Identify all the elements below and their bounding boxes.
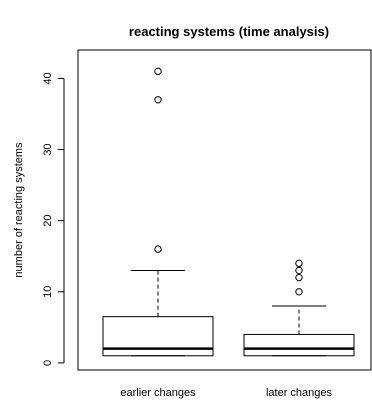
x-axis-labels: earlier changes later changes [120,387,332,399]
chart-title: reacting systems (time analysis) [129,24,329,39]
outlier-point [295,259,303,268]
y-tick-label: 10 [42,286,54,298]
box-group [243,259,355,357]
box-group [102,67,214,357]
box-rect [102,316,214,357]
y-tick-label: 40 [42,72,54,84]
x-category-label: later changes [266,387,333,399]
y-tick-label: 30 [42,143,54,155]
outlier-point [295,273,303,282]
plot-frame [77,49,372,371]
plot-frame-rect [77,49,372,371]
box-rect [243,333,355,357]
y-tick-label: 20 [42,215,54,227]
boxes [102,67,355,357]
x-category-label: earlier changes [120,387,196,399]
outlier-point [154,96,162,104]
y-axis: 0 10 20 30 40 [42,72,65,366]
outlier-point [154,245,162,253]
y-tick-label: 0 [42,360,54,366]
outlier-point [295,288,303,296]
outlier-point [154,67,162,76]
outlier-point [295,266,303,275]
y-axis-label: number of reacting systems [13,142,25,278]
